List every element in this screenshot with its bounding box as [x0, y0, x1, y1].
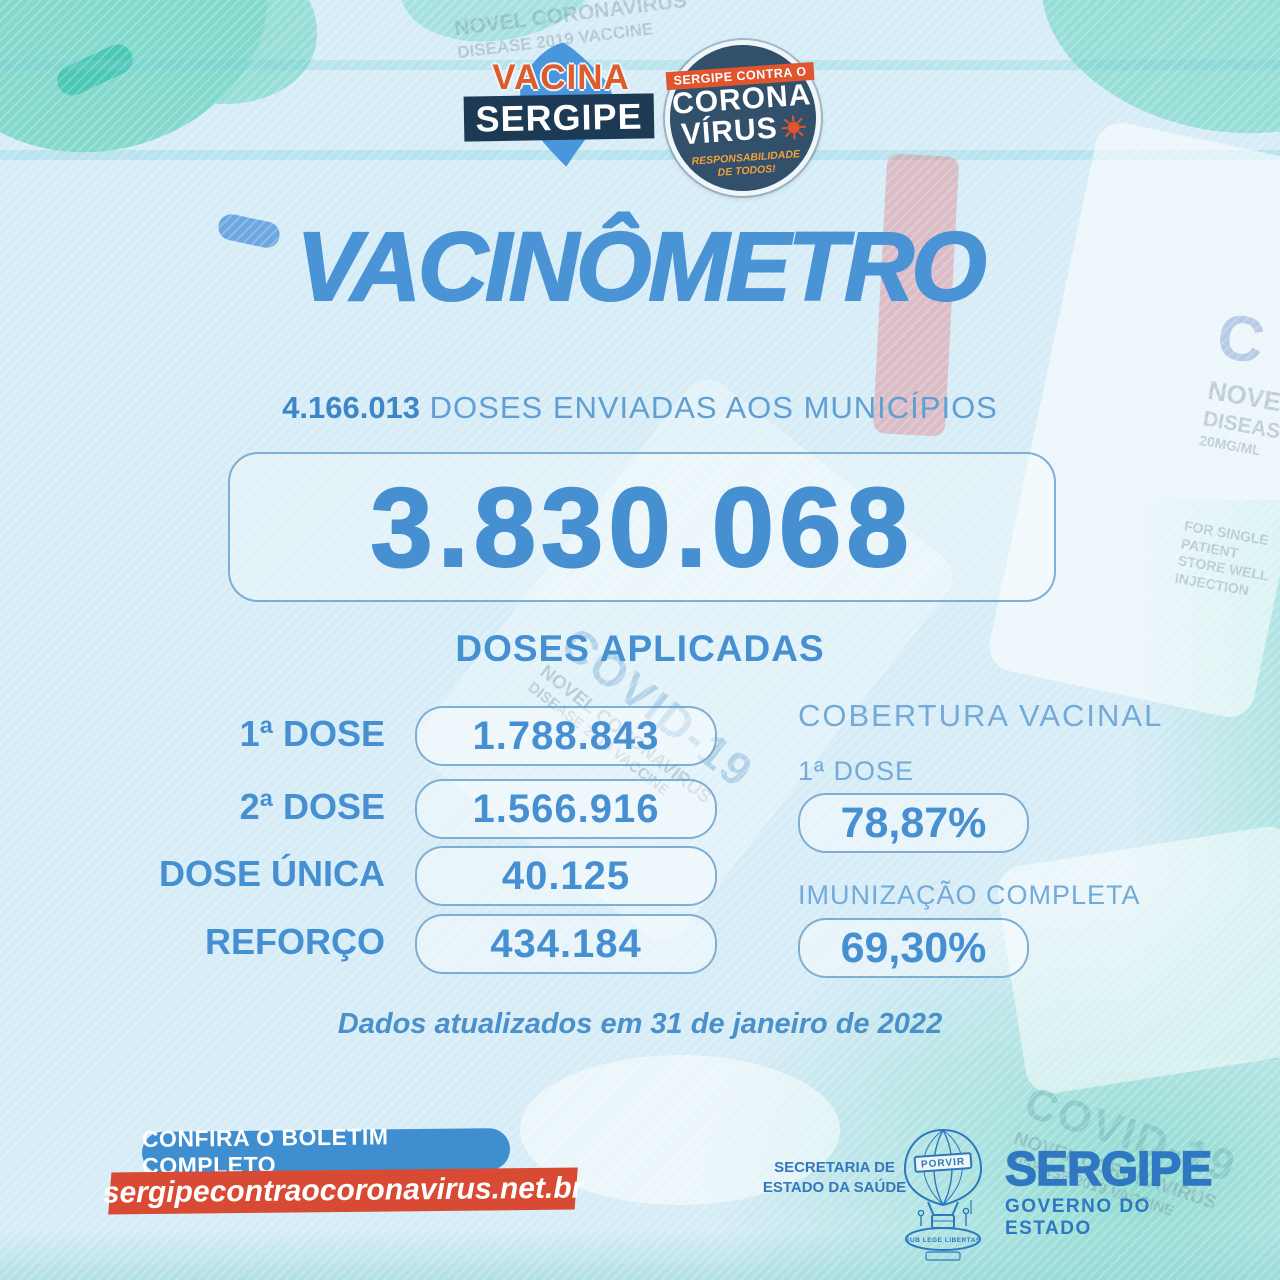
dose-row-value: 1.566.916: [472, 786, 660, 831]
teal-band-bottom: [0, 1230, 1280, 1280]
dose-row-value-box: 40.125: [415, 846, 717, 906]
secretaria-saude-label: SECRETARIA DE ESTADO DA SAÚDE: [762, 1158, 907, 1197]
crest-motto-text: SUB LEGE LIBERTAS: [905, 1237, 981, 1244]
coverage-heading: COBERTURA VACINAL: [798, 698, 1164, 733]
vacina-sergipe-logo: VACINA SERGIPE: [455, 36, 670, 186]
doses-sent-label: DOSES ENVIADAS AOS MUNICÍPIOS: [429, 390, 998, 425]
virus-icon: [781, 115, 806, 140]
sergipe-crest-balloon-icon: PORVIR SUB LEGE LIBERTAS: [903, 1128, 983, 1261]
dose-row-value-box: 1.566.916: [415, 779, 717, 839]
website-link-ribbon[interactable]: sergipecontraocoronavirus.net.br: [103, 1167, 583, 1215]
teal-band-1: [0, 60, 1280, 70]
dose-row-value-box: 1.788.843: [415, 706, 717, 766]
dose-row-label: REFORÇO: [205, 921, 385, 962]
dose-row-label: 2ª DOSE: [239, 786, 385, 827]
sergipe-wordmark: SERGIPE: [475, 95, 643, 139]
vacina-wordmark: VACINA: [492, 58, 630, 97]
dose-row-label: DOSE ÚNICA: [158, 853, 385, 894]
coverage-item-label: IMUNIZAÇÃO COMPLETA: [798, 880, 1141, 910]
crest-banner-text: PORVIR: [921, 1156, 966, 1170]
secretaria-line: SECRETARIA DE: [774, 1159, 895, 1176]
updated-date-note: Dados atualizados em 31 de janeiro de 20…: [337, 1008, 943, 1040]
dose-row-value: 1.788.843: [472, 713, 660, 758]
dose-row-label: 1ª DOSE: [239, 713, 385, 754]
secretaria-line: ESTADO DA SAÚDE: [762, 1178, 907, 1196]
coverage-value-box: 78,87%: [798, 793, 1029, 853]
teal-band-2: [0, 150, 1280, 160]
dose-row-value: 40.125: [501, 853, 631, 898]
page-title: VACINÔMETRO: [295, 212, 987, 321]
doses-sent-line: 4.166.013 DOSES ENVIADAS AOS MUNICÍPIOS: [0, 390, 1280, 426]
sergipe-wordmark-bar: SERGIPE: [463, 93, 655, 142]
boletim-cta-button[interactable]: CONFIRA O BOLETIM COMPLETO: [142, 1123, 511, 1179]
coverage-value-box: 69,30%: [798, 918, 1029, 978]
dose-row-value-box: 434.184: [415, 914, 717, 974]
corona-virus-badge: SERGIPE CONTRA O CORONA VÍRUS RESPONSABI…: [659, 34, 827, 202]
badge-small-text: DE TODOS!: [717, 162, 777, 179]
badge-virus-text: VÍRUS: [680, 111, 779, 151]
website-url: sergipecontraocoronavirus.net.br: [102, 1171, 584, 1210]
dose-row-value: 434.184: [490, 921, 642, 966]
sergipe-government-logo: SERGIPE GOVERNO DO ESTADO: [1004, 1143, 1213, 1240]
gov-name: SERGIPE: [1004, 1143, 1213, 1196]
doses-applied-heading: DOSES APLICADAS: [455, 628, 825, 669]
gov-subtitle: GOVERNO DO ESTADO: [1005, 1196, 1151, 1239]
total-doses-value: 3.830.068: [369, 464, 914, 591]
total-doses-box: 3.830.068: [228, 452, 1056, 602]
coverage-value: 69,30%: [840, 923, 987, 972]
coverage-item-label: 1ª DOSE: [798, 756, 915, 786]
doses-sent-value: 4.166.013: [282, 390, 421, 425]
coverage-value: 78,87%: [840, 798, 987, 847]
